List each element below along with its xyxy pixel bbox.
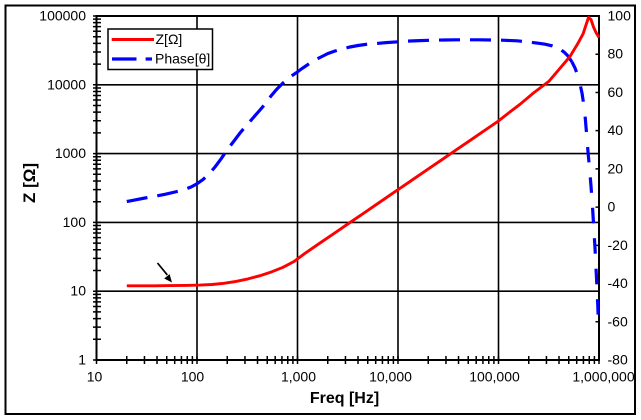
svg-text:-60: -60	[608, 313, 628, 329]
svg-text:60: 60	[608, 84, 624, 100]
svg-text:10000: 10000	[47, 76, 86, 92]
svg-text:1,000,000: 1,000,000	[572, 369, 634, 385]
svg-text:100000: 100000	[39, 8, 86, 24]
svg-text:Z[Ω]: Z[Ω]	[156, 31, 183, 47]
svg-text:1,000: 1,000	[281, 369, 316, 385]
svg-text:-20: -20	[608, 237, 628, 253]
svg-text:10,000: 10,000	[369, 369, 412, 385]
svg-text:-80: -80	[608, 352, 628, 368]
svg-text:1000: 1000	[55, 145, 86, 161]
svg-text:100,000: 100,000	[469, 369, 520, 385]
svg-text:20: 20	[608, 160, 624, 176]
svg-text:-40: -40	[608, 275, 628, 291]
svg-text:0: 0	[608, 199, 616, 215]
svg-text:100: 100	[63, 214, 87, 230]
svg-text:Phase[θ]: Phase[θ]	[155, 51, 210, 67]
svg-text:10: 10	[87, 369, 103, 385]
svg-text:Z [Ω]: Z [Ω]	[20, 163, 39, 203]
svg-text:80: 80	[608, 46, 624, 62]
svg-text:40: 40	[608, 122, 624, 138]
svg-text:100: 100	[608, 8, 632, 24]
svg-text:1: 1	[78, 352, 86, 368]
svg-text:100: 100	[181, 369, 205, 385]
svg-text:10: 10	[70, 283, 86, 299]
svg-text:Freq [Hz]: Freq [Hz]	[310, 390, 379, 407]
